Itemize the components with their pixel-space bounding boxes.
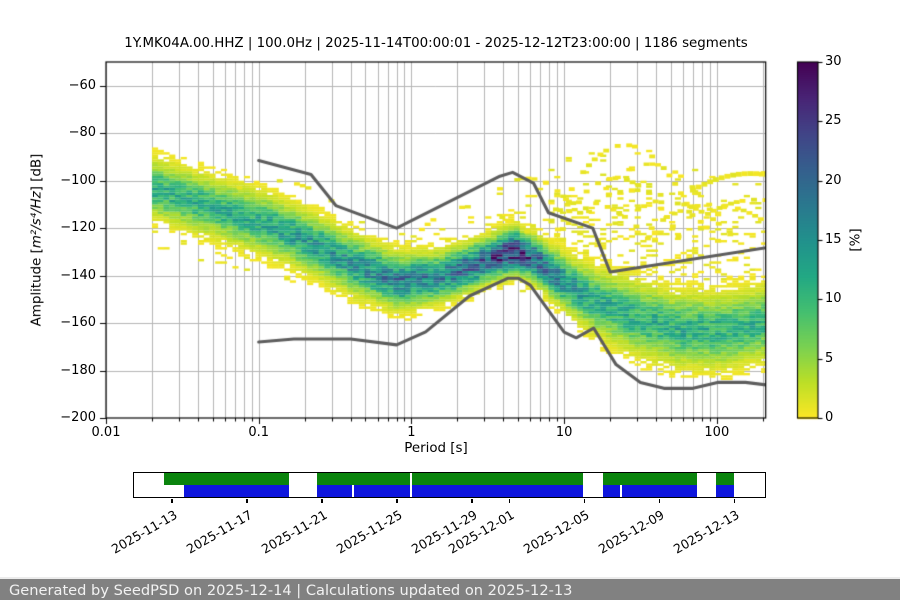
timeline-gap-divider [620, 485, 623, 497]
timeline-blue-segment [317, 485, 583, 497]
timeline-green-segment [602, 473, 698, 485]
colorbar-label: [%] [848, 228, 864, 252]
timeline-green-segment [716, 473, 735, 485]
x-axis-label: Period [s] [404, 441, 468, 456]
timeline-green-segment [163, 473, 289, 485]
timeline-blue-segment [183, 485, 289, 497]
timeline-blue-segment [716, 485, 735, 497]
timeline-coverage-bar [133, 472, 766, 498]
y-axis-label-prefix: Amplitude [ [29, 248, 45, 327]
y-axis-label: Amplitude [m²/s⁴/Hz] [dB] [30, 154, 45, 327]
footer-text: Generated by SeedPSD on 2025-12-14 | Cal… [9, 582, 573, 599]
timeline-green-segment [317, 473, 583, 485]
y-axis-label-units: m²/s⁴/Hz [29, 191, 45, 249]
plot-title: 1Y.MK04A.00.HHZ | 100.0Hz | 2025-11-14T0… [124, 36, 748, 51]
timeline-gap-divider [352, 485, 355, 497]
y-axis-label-suffix: ] [dB] [29, 153, 45, 192]
timeline-blue-segment [602, 485, 698, 497]
footer-bar: Generated by SeedPSD on 2025-12-14 | Cal… [0, 577, 900, 600]
timeline-gap-divider [410, 473, 413, 497]
